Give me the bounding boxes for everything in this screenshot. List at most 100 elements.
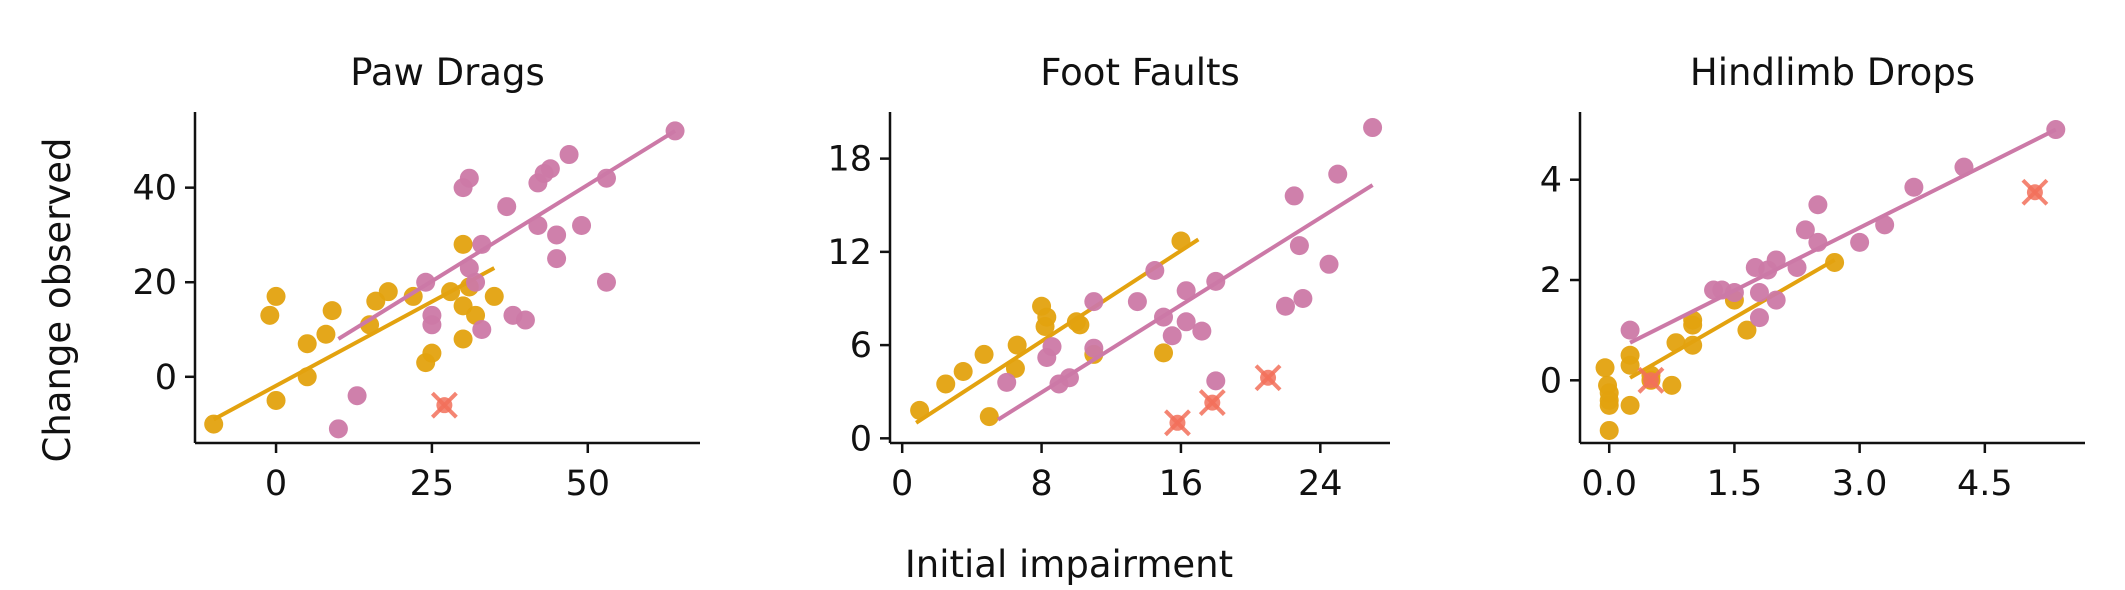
data-point <box>1127 292 1147 312</box>
series-pink <box>1620 120 2066 345</box>
x-tick-label: 4.5 <box>1957 464 2013 504</box>
data-point <box>974 344 994 364</box>
panel-0: Paw Drags 0 25 50 0 20 40 <box>132 51 700 504</box>
data-point <box>515 310 535 330</box>
outlier-marker <box>2021 178 2049 206</box>
data-point <box>1749 308 1769 328</box>
x-axis-label: Initial impairment <box>905 543 1233 586</box>
data-point <box>1084 338 1104 358</box>
y-tick-label: 0 <box>850 419 872 459</box>
y-tick-label: 12 <box>827 233 872 273</box>
data-point <box>1192 321 1212 341</box>
panel-title: Paw Drags <box>350 51 545 94</box>
data-point <box>1795 220 1815 240</box>
panel-title: Foot Faults <box>1040 51 1240 94</box>
data-point <box>484 286 504 306</box>
data-point <box>936 374 956 394</box>
fit-line <box>212 266 496 422</box>
panel-title: Hindlimb Drops <box>1690 51 1975 94</box>
fit-line <box>1629 258 1836 380</box>
outlier-marker <box>1164 409 1191 437</box>
data-point <box>596 168 616 188</box>
outlier-cross <box>430 391 458 419</box>
data-point <box>204 414 224 434</box>
fit-line <box>337 129 677 341</box>
outlier-cross <box>1254 364 1282 392</box>
data-point <box>1875 215 1895 235</box>
outlier-marker <box>1198 389 1226 417</box>
y-tick-label: 18 <box>827 140 872 180</box>
data-point <box>266 390 286 410</box>
data-point <box>472 320 492 340</box>
data-point <box>1904 177 1924 197</box>
series-pink <box>996 118 1383 422</box>
data-point <box>1037 307 1057 327</box>
series-orange <box>910 231 1200 427</box>
outlier-cross <box>2021 178 2049 206</box>
data-point <box>1275 296 1295 316</box>
data-point <box>596 272 616 292</box>
data-point <box>1737 320 1757 340</box>
data-point <box>422 315 442 335</box>
y-axis-label: Change observed <box>36 138 79 463</box>
y-tick-label: 6 <box>850 326 872 366</box>
data-point <box>1766 290 1786 310</box>
x-tick-label: 3.0 <box>1832 464 1888 504</box>
data-point <box>1284 186 1304 206</box>
x-tick-label: 50 <box>566 464 611 504</box>
y-tick-label: 2 <box>1540 261 1562 301</box>
data-point <box>1007 335 1027 355</box>
y-tick-label: 40 <box>132 169 177 209</box>
data-point <box>1206 371 1226 391</box>
data-point <box>1363 118 1383 138</box>
fit-line <box>996 183 1374 422</box>
data-point <box>260 305 280 325</box>
fit-line <box>1629 127 2057 345</box>
data-point <box>1850 232 1870 252</box>
data-point <box>316 324 336 344</box>
data-point <box>1599 420 1619 440</box>
data-point <box>1084 292 1104 312</box>
y-tick-label: 20 <box>132 263 177 303</box>
data-point <box>466 305 486 325</box>
x-tick-label: 24 <box>1298 464 1343 504</box>
data-point <box>979 407 999 427</box>
x-tick-label: 0 <box>265 464 287 504</box>
y-tick-label: 0 <box>1540 361 1562 401</box>
data-point <box>1289 236 1309 256</box>
x-tick-label: 1.5 <box>1707 464 1763 504</box>
outlier-cross <box>1164 409 1191 437</box>
data-point <box>1595 358 1615 378</box>
panel-1: Foot Faults 0 8 16 24 0 6 12 18 <box>827 51 1390 504</box>
data-point <box>347 386 367 406</box>
data-point <box>322 301 342 321</box>
outlier-marker <box>430 391 458 419</box>
data-point <box>266 286 286 306</box>
data-point <box>1154 343 1174 363</box>
data-point <box>1319 254 1339 274</box>
x-tick-label: 0 <box>891 464 913 504</box>
data-point <box>1620 320 1640 340</box>
data-point <box>1599 383 1619 403</box>
data-point <box>459 168 479 188</box>
y-tick-label: 4 <box>1540 161 1562 201</box>
data-point <box>1328 164 1348 184</box>
data-point <box>547 249 567 269</box>
data-point <box>1145 261 1165 281</box>
x-tick-label: 25 <box>410 464 455 504</box>
data-point <box>1176 281 1196 301</box>
panel-2: Hindlimb Drops 0.0 1.5 3.0 4.5 0 2 4 <box>1540 51 2085 504</box>
outlier-marker <box>1637 366 1665 394</box>
outlier-cross <box>1198 389 1226 417</box>
data-point <box>1825 252 1845 272</box>
data-point <box>559 145 579 165</box>
x-tick-label: 8 <box>1030 464 1052 504</box>
data-point <box>572 215 592 235</box>
data-point <box>1620 395 1640 415</box>
data-point <box>453 234 473 254</box>
x-tick-label: 0.0 <box>1581 464 1637 504</box>
data-point <box>1620 355 1640 375</box>
data-point <box>1749 283 1769 303</box>
